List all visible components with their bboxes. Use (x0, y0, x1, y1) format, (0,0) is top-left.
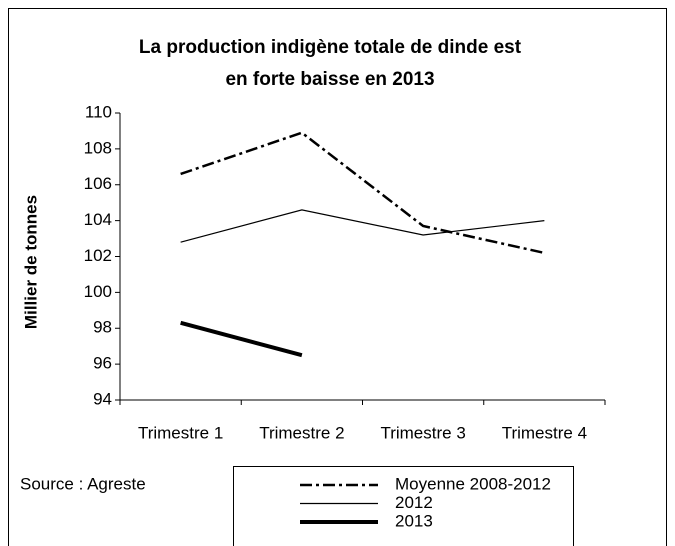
y-tick-label: 94 (93, 389, 112, 408)
chart-border (8, 8, 667, 546)
legend-label: 2012 (395, 493, 433, 512)
chart-title: en forte baisse en 2013 (225, 69, 434, 90)
legend-label: 2013 (395, 511, 433, 530)
legend-label: Moyenne 2008-2012 (395, 474, 551, 493)
y-tick-label: 104 (84, 210, 112, 229)
y-tick-label: 102 (84, 246, 112, 265)
x-tick-label: Trimestre 2 (259, 423, 344, 442)
legend-box (233, 466, 574, 546)
series-line (180, 320, 303, 358)
annotation: Source : Agreste (20, 474, 146, 493)
y-axis-label: Millier de tonnes (21, 195, 40, 329)
y-tick-label: 100 (84, 282, 112, 301)
x-tick-label: Trimestre 1 (138, 423, 223, 442)
series-line (180, 209, 545, 243)
x-tick-label: Trimestre 4 (502, 423, 587, 442)
y-tick-label: 98 (93, 318, 112, 337)
y-tick-label: 106 (84, 174, 112, 193)
x-tick-label: Trimestre 3 (380, 423, 465, 442)
series-line (180, 131, 545, 255)
y-tick-label: 108 (84, 138, 112, 157)
y-tick-label: 110 (85, 102, 112, 121)
y-tick-label: 96 (93, 354, 112, 373)
chart-title: La production indigène totale de dinde e… (139, 37, 522, 58)
